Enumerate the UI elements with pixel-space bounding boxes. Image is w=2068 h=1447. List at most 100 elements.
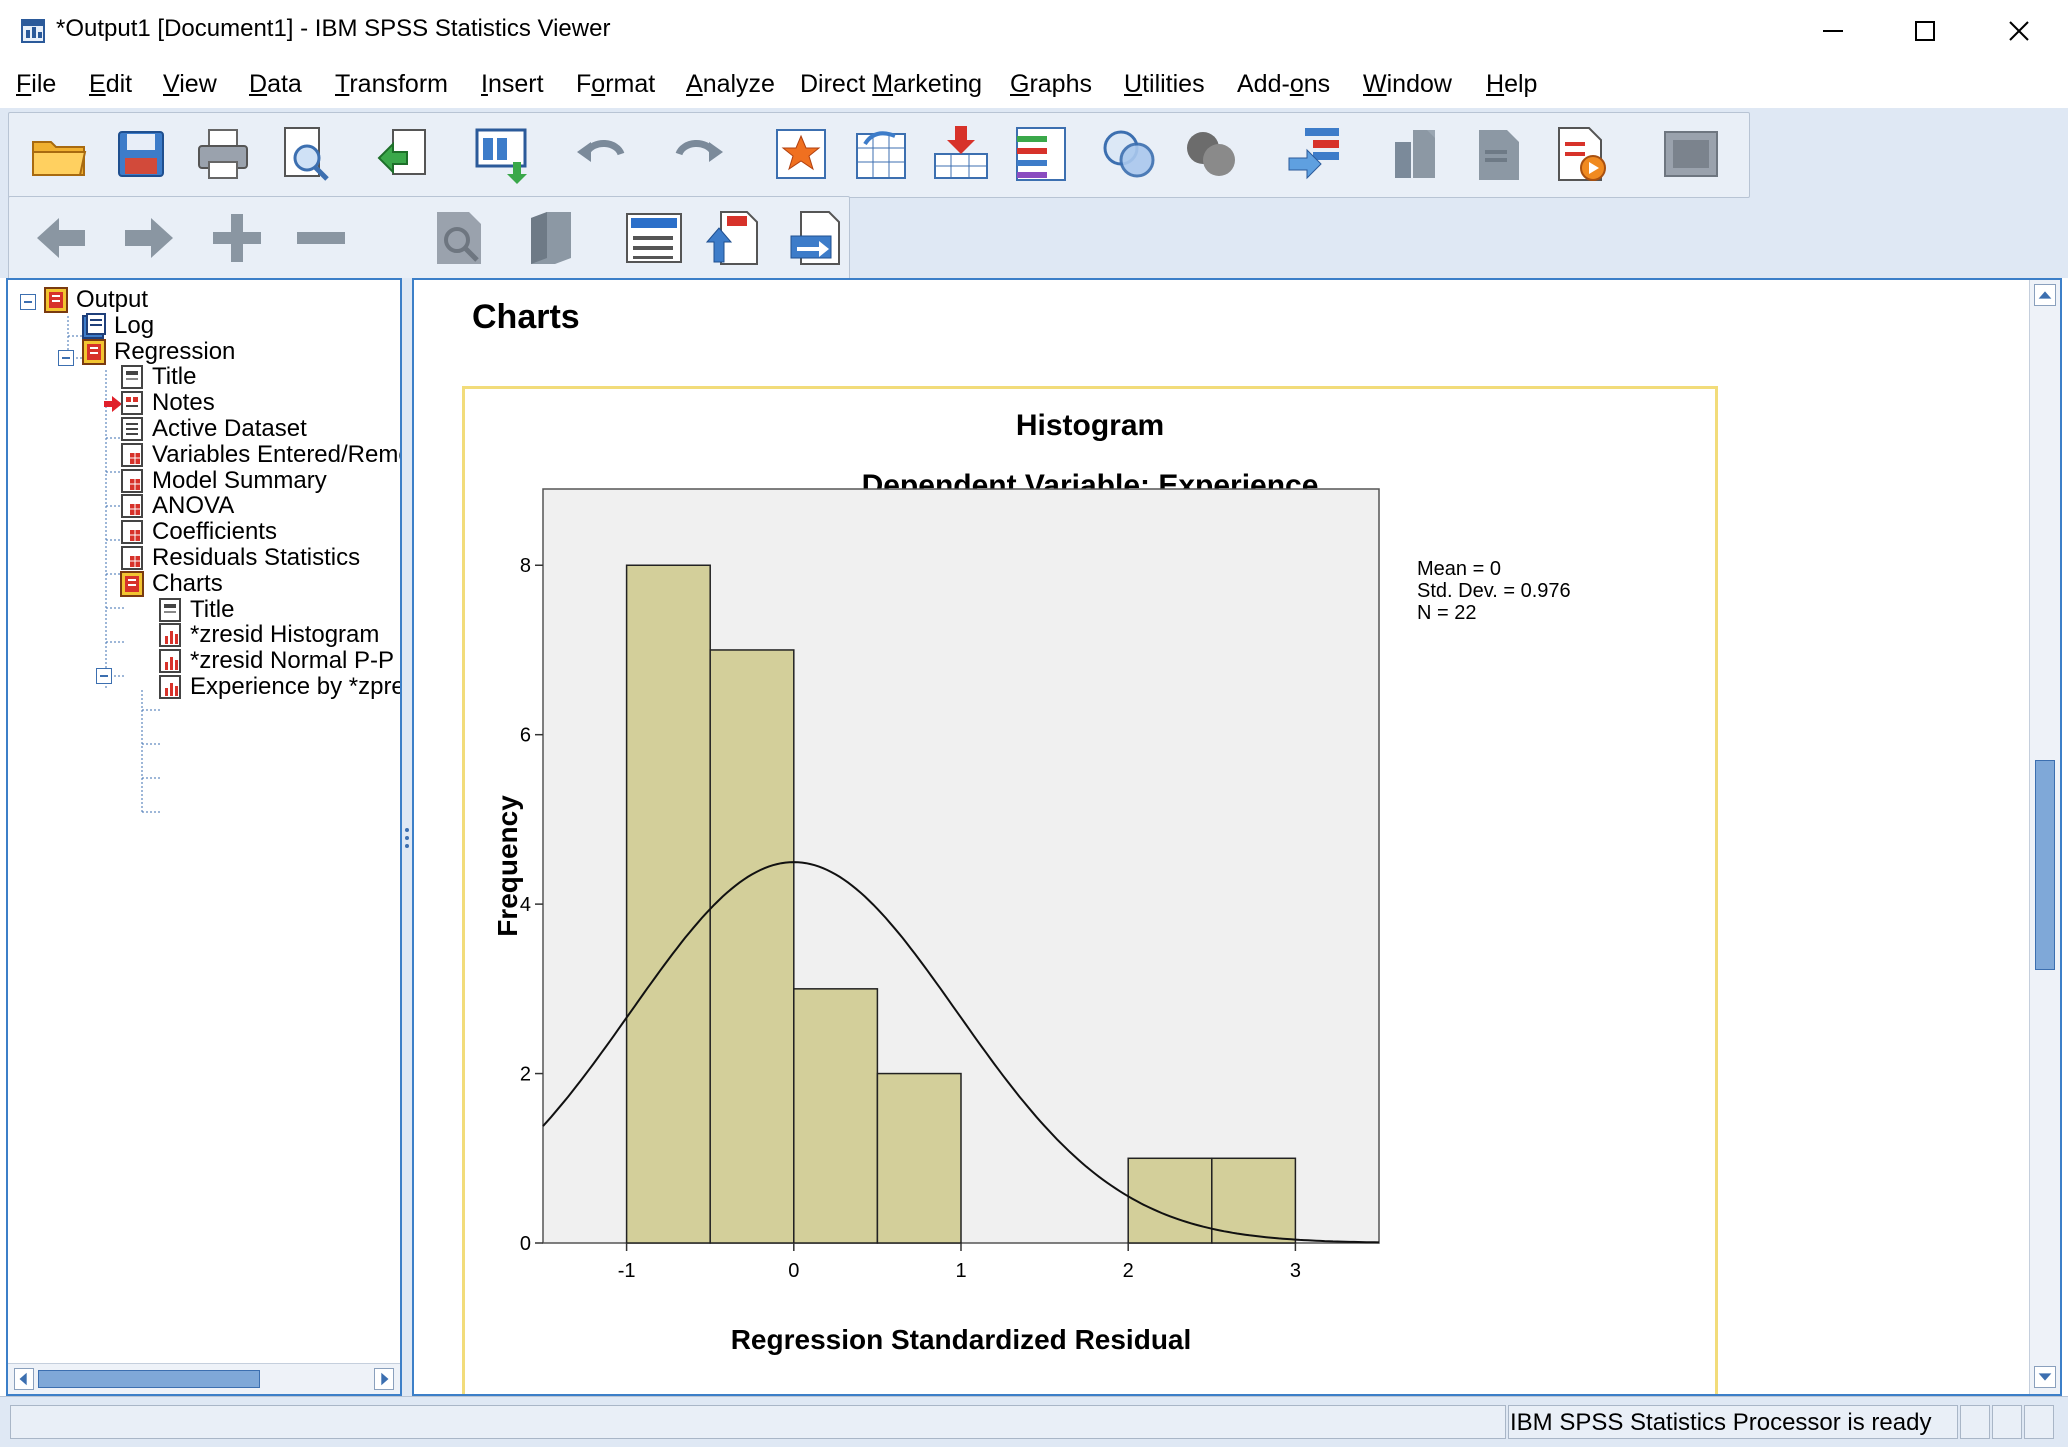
demote-icon[interactable] bbox=[1465, 121, 1533, 187]
minimize-button[interactable] bbox=[1788, 0, 1878, 62]
chart-frame[interactable]: Histogram Dependent Variable: Experience 0… bbox=[462, 386, 1718, 1394]
outline-node[interactable]: Title bbox=[118, 361, 196, 393]
insert-output-icon[interactable] bbox=[1547, 121, 1615, 187]
back-icon[interactable] bbox=[27, 205, 95, 271]
outline-node[interactable]: Output bbox=[42, 284, 148, 316]
menu-addons-pre: Add- bbox=[1237, 70, 1290, 98]
collapse-icon[interactable] bbox=[287, 205, 355, 271]
outline-node[interactable]: *zresid Histogram bbox=[156, 619, 379, 651]
menu-file-key: F bbox=[16, 70, 32, 98]
menu-graphs[interactable]: Graphs bbox=[1010, 70, 1092, 99]
outline-node[interactable]: Notes bbox=[118, 387, 215, 419]
menu-analyze[interactable]: Analyze bbox=[686, 70, 775, 99]
outline-node[interactable]: Log bbox=[80, 310, 154, 342]
forward-icon[interactable] bbox=[115, 205, 183, 271]
status-cell-b bbox=[1992, 1405, 2022, 1439]
menu-bar: File Edit View Data Transform Insert For… bbox=[0, 62, 2068, 109]
menu-label-rest: ransform bbox=[349, 70, 448, 98]
menu-utilities[interactable]: Utilities bbox=[1124, 70, 1205, 99]
menu-format[interactable]: Format bbox=[576, 70, 655, 99]
run-script-icon[interactable] bbox=[1657, 121, 1725, 187]
goto-variable-icon[interactable] bbox=[927, 121, 995, 187]
histogram-bar bbox=[1211, 1157, 1297, 1244]
designate-window-icon[interactable] bbox=[1281, 121, 1349, 187]
insert-title-icon[interactable] bbox=[699, 205, 767, 271]
scroll-thumb-vertical[interactable] bbox=[2035, 760, 2055, 970]
undo-icon[interactable] bbox=[571, 121, 639, 187]
export-icon[interactable] bbox=[369, 121, 437, 187]
menu-direct-marketing[interactable]: Direct Marketing bbox=[800, 70, 982, 99]
menu-data[interactable]: Data bbox=[249, 70, 302, 99]
pane-splitter[interactable] bbox=[402, 278, 412, 1396]
menu-file[interactable]: File bbox=[16, 70, 56, 99]
menu-edit[interactable]: Edit bbox=[89, 70, 132, 99]
outline-node[interactable]: Model Summary bbox=[118, 465, 327, 497]
outline-node-label: Variables Entered/Removed bbox=[152, 440, 400, 468]
stats-legend-line: N = 22 bbox=[1417, 602, 1476, 624]
histogram-bar bbox=[1127, 1157, 1213, 1244]
scroll-down-button[interactable] bbox=[2034, 1366, 2056, 1388]
outline-node[interactable]: *zresid Normal P-P Plot bbox=[156, 645, 400, 677]
content-vertical-scrollbar[interactable] bbox=[2029, 280, 2060, 1394]
outline-node[interactable]: ANOVA bbox=[118, 490, 234, 522]
menu-help-key: H bbox=[1486, 70, 1505, 98]
outline-node-label: *zresid Normal P-P Plot bbox=[190, 647, 400, 675]
outline-node[interactable]: Variables Entered/Removed bbox=[118, 439, 400, 471]
open-icon[interactable] bbox=[25, 121, 93, 187]
outline-node[interactable]: Residuals Statistics bbox=[118, 542, 360, 574]
outline-node[interactable]: Regression bbox=[80, 336, 235, 368]
print-icon[interactable] bbox=[189, 121, 257, 187]
insert-text-icon[interactable] bbox=[781, 205, 849, 271]
scroll-up-button[interactable] bbox=[2034, 284, 2056, 306]
goto-data-icon[interactable] bbox=[767, 121, 835, 187]
show-icon[interactable] bbox=[425, 205, 493, 271]
current-item-arrow-icon bbox=[104, 396, 122, 412]
goto-case-icon[interactable] bbox=[847, 121, 915, 187]
content-pane: Charts Histogram Dependent Variable: Expe… bbox=[412, 278, 2062, 1396]
scroll-left-button[interactable] bbox=[14, 1368, 34, 1390]
promote-icon[interactable] bbox=[1379, 121, 1447, 187]
menu-addons[interactable]: Add-ons bbox=[1237, 70, 1330, 99]
menu-transform[interactable]: Transform bbox=[335, 70, 448, 99]
menu-label-rest: ile bbox=[31, 70, 57, 98]
outline-node-label: Experience by *zpred bbox=[190, 673, 402, 700]
redo-icon[interactable] bbox=[661, 121, 729, 187]
scroll-thumb[interactable] bbox=[38, 1370, 260, 1388]
status-cell-main bbox=[10, 1405, 1506, 1439]
save-icon[interactable] bbox=[107, 121, 175, 187]
close-button[interactable] bbox=[1974, 0, 2064, 62]
print-preview-icon[interactable] bbox=[271, 121, 339, 187]
output-collapse-toggle[interactable] bbox=[20, 294, 36, 310]
outline-node-label: ANOVA bbox=[152, 492, 235, 520]
show-all-variables-icon[interactable] bbox=[1177, 121, 1245, 187]
charts-collapse-toggle[interactable] bbox=[96, 668, 112, 684]
recall-dialog-icon[interactable] bbox=[467, 121, 535, 187]
menu-label-rest: nsert bbox=[487, 70, 544, 98]
scroll-right-button[interactable] bbox=[374, 1368, 394, 1390]
outline-node[interactable]: Active Dataset bbox=[118, 413, 307, 445]
regression-collapse-toggle[interactable] bbox=[58, 350, 74, 366]
use-variable-sets-icon[interactable] bbox=[1095, 121, 1163, 187]
menu-help[interactable]: Help bbox=[1486, 70, 1537, 99]
variables-icon[interactable] bbox=[1007, 121, 1075, 187]
expand-icon[interactable] bbox=[203, 205, 271, 271]
outline-node[interactable]: Charts bbox=[118, 568, 223, 600]
spss-app-icon bbox=[21, 19, 45, 43]
hide-icon[interactable] bbox=[515, 205, 583, 271]
menu-window[interactable]: Window bbox=[1363, 70, 1452, 99]
menu-label-rest: dit bbox=[105, 70, 133, 98]
outline-node[interactable]: Title bbox=[156, 594, 234, 626]
menu-addons-post: ns bbox=[1303, 70, 1331, 98]
menu-view[interactable]: View bbox=[163, 70, 217, 99]
outline-node[interactable]: Experience by *zpred bbox=[156, 671, 402, 703]
chart-icon bbox=[159, 675, 181, 699]
y-tick-label: 6 bbox=[520, 725, 531, 747]
menu-insert[interactable]: Insert bbox=[481, 70, 544, 99]
notes-icon bbox=[121, 391, 143, 416]
maximize-button[interactable] bbox=[1880, 0, 1970, 62]
outline-node[interactable]: Coefficients bbox=[118, 516, 277, 548]
outline-horizontal-scrollbar[interactable] bbox=[8, 1363, 400, 1394]
insert-heading-icon[interactable] bbox=[619, 205, 687, 271]
log-icon bbox=[82, 312, 106, 339]
